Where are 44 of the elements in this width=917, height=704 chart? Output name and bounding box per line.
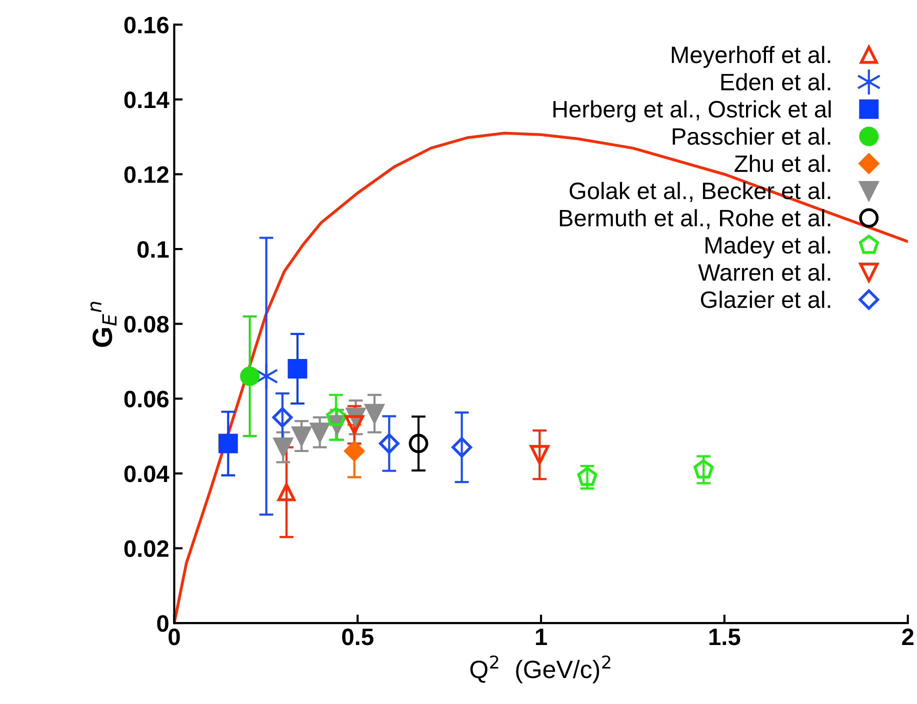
point	[218, 434, 238, 454]
y-axis-title: G$_{E}$$^{n}$	[90, 302, 117, 347]
point	[273, 438, 293, 457]
point	[288, 358, 308, 378]
legend-label: Golak et al., Becker et al.	[570, 182, 830, 202]
y-tick-label: 0.14	[124, 92, 170, 108]
legend-label: Passchier et al.	[672, 128, 830, 145]
y-tick-label: 0.16	[124, 16, 169, 34]
y-tick-label: 0	[157, 615, 168, 632]
point	[292, 426, 312, 446]
point	[344, 415, 364, 435]
point	[364, 404, 384, 424]
legend-label: Glazier et al.	[700, 290, 830, 308]
point	[310, 422, 330, 442]
point	[326, 406, 346, 426]
y-tick-label: 0.12	[124, 166, 168, 184]
point	[530, 445, 550, 464]
y-tick-label: 0.06	[124, 390, 169, 408]
legend-label: Zhu et al.	[734, 154, 830, 172]
point	[344, 440, 365, 462]
x-tick-label: 1.5	[710, 628, 740, 646]
x-tick-label: 2	[902, 628, 914, 646]
y-tick-label: 0.04	[124, 466, 170, 482]
y-tick-label: 0.02	[124, 540, 168, 558]
legend-label: Herberg et al., Ostrick et al	[553, 100, 831, 122]
x-tick-label: 0.5	[342, 628, 374, 646]
legend-label: Meyerhoff et al.	[672, 46, 830, 68]
legend-label: Madey et al.	[706, 236, 830, 258]
legend-label: Warren et al.	[698, 264, 830, 281]
y-tick-label: 0.1	[137, 241, 169, 258]
point	[577, 466, 598, 486]
x-axis-title: Q$^{2}$ (GeV/c)$^{2}$	[470, 655, 610, 684]
x-tick-label: 1	[536, 628, 547, 646]
legend-label: Bermuth et al., Rohe et al.	[560, 209, 830, 230]
point	[378, 433, 400, 454]
point	[452, 437, 472, 458]
point	[240, 366, 260, 386]
point	[277, 483, 296, 502]
y-tick-label: 0.08	[124, 316, 169, 333]
point	[272, 407, 293, 428]
point	[694, 459, 714, 478]
legend-label: Eden et al.	[721, 73, 830, 90]
point	[408, 434, 428, 454]
x-tick-label: 0	[168, 628, 180, 646]
